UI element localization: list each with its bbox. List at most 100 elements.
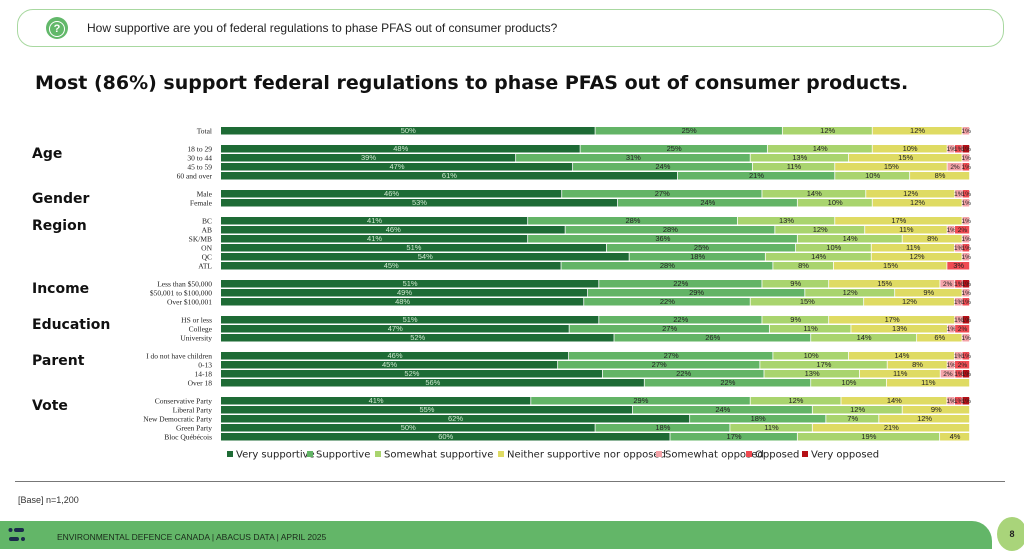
bar-segment [762, 190, 866, 198]
data-label: 19% [861, 432, 876, 441]
bar-segment [947, 226, 955, 234]
data-label: 25% [694, 243, 709, 252]
legend-swatch [227, 451, 233, 457]
bar-segment [872, 127, 962, 135]
data-label: 41% [367, 234, 382, 243]
data-label: 1% [946, 398, 956, 405]
group-label-region: Region [32, 218, 87, 234]
row-label: Over $100,001 [167, 298, 212, 307]
data-label: 25% [667, 144, 682, 153]
row-label: HS or less [181, 316, 212, 325]
row-label: Male [197, 190, 213, 199]
data-label: 29% [633, 396, 648, 405]
data-label: 14% [811, 252, 826, 261]
group-label-education: Education [32, 317, 110, 333]
data-label: 22% [660, 297, 675, 306]
legend-item: Supportive [316, 450, 370, 461]
bar-segment [677, 172, 835, 180]
bar-segment [599, 280, 762, 288]
legend-item: Very supportive [236, 450, 315, 461]
row-label: New Democratic Party [143, 415, 212, 424]
group-label-vote: Vote [32, 398, 68, 414]
bar-segment [835, 217, 962, 225]
data-label: 61% [442, 171, 457, 180]
data-label: 12% [813, 225, 828, 234]
data-label: 46% [386, 225, 401, 234]
bar-segment [516, 154, 750, 162]
data-label: 1% [962, 146, 972, 153]
bar-segment [584, 298, 750, 306]
row-label: 18 to 29 [187, 145, 212, 154]
data-label: 18% [751, 414, 766, 423]
data-label: 1% [947, 146, 957, 153]
data-label: 10% [826, 243, 841, 252]
bar-segment [595, 127, 782, 135]
data-label: 53% [412, 198, 427, 207]
data-label: 21% [749, 171, 764, 180]
data-label: 7% [847, 414, 858, 423]
row-label: 30 to 44 [187, 154, 212, 163]
bar-segment [812, 424, 970, 432]
bar-segment [569, 352, 773, 360]
bar-segment [561, 262, 773, 270]
bar-segment [962, 199, 970, 207]
bar-segment [917, 334, 962, 342]
bar-segment [752, 163, 835, 171]
data-label: 1% [954, 353, 964, 360]
bar-segment [221, 289, 588, 297]
bar-segment [644, 379, 811, 387]
data-label: 45% [382, 360, 397, 369]
bar-segment [221, 163, 573, 171]
bar-segment [775, 226, 865, 234]
data-label: 15% [877, 279, 892, 288]
bar-segment [221, 325, 569, 333]
data-label: 22% [676, 369, 691, 378]
bar-segment [812, 406, 902, 414]
question-text: How supportive are you of federal regula… [87, 21, 558, 35]
data-label: 1% [962, 299, 972, 306]
data-label: 11% [787, 162, 802, 171]
group-label-income: Income [32, 281, 89, 297]
bar-segment [528, 235, 797, 243]
legend-item: Somewhat opposed [665, 450, 764, 461]
bar-segment [940, 370, 955, 378]
bar-segment [221, 190, 562, 198]
bar-segment [947, 262, 970, 270]
row-label: SK/MB [189, 235, 212, 244]
data-label: 11% [906, 243, 921, 252]
data-label: 12% [910, 252, 925, 261]
bar-segment [866, 190, 955, 198]
data-label: 54% [418, 252, 433, 261]
question-bubble-icon: ? [46, 17, 68, 39]
data-label: 1% [962, 236, 972, 243]
bar-segment [829, 316, 955, 324]
legend-swatch [656, 451, 662, 457]
bar-segment [221, 334, 614, 342]
bar-segment [221, 298, 584, 306]
data-label: 24% [655, 162, 670, 171]
row-label: 45 to 59 [187, 163, 212, 172]
bar-segment [962, 217, 970, 225]
row-label: $50,001 to $100,000 [150, 289, 212, 298]
bar-segment [595, 424, 730, 432]
page-title: Most (86%) support federal regulations t… [35, 72, 909, 94]
data-label: 14% [843, 234, 858, 243]
group-label-age: Age [32, 146, 62, 162]
footer-text: ENVIRONMENTAL DEFENCE CANADA | ABACUS DA… [57, 532, 327, 542]
data-label: 1% [962, 353, 972, 360]
bar-segment [764, 370, 860, 378]
bar-segment [221, 235, 528, 243]
data-label: 18% [655, 423, 670, 432]
bar-segment [528, 217, 738, 225]
data-label: 62% [448, 414, 463, 423]
data-label: 46% [388, 351, 403, 360]
bar-segment [221, 217, 528, 225]
bar-segment [872, 199, 962, 207]
data-label: 12% [788, 396, 803, 405]
bar-segment [895, 289, 962, 297]
bar-segment [670, 433, 797, 441]
bar-segment [221, 127, 595, 135]
data-label: 12% [917, 414, 932, 423]
data-label: 14% [894, 351, 909, 360]
bar-segment [690, 415, 826, 423]
